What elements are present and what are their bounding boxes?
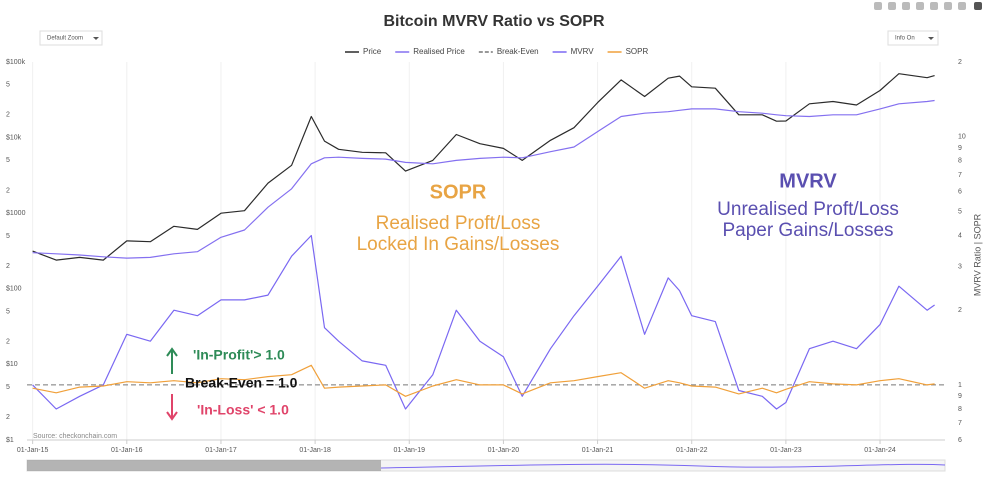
y2-tick-label: 6 xyxy=(958,189,962,196)
y2-tick-label: 9 xyxy=(958,145,962,152)
legend-item[interactable]: Realised Price xyxy=(395,47,465,56)
y-tick-label: 5 xyxy=(6,233,10,240)
y-tick-label: 5 xyxy=(6,157,10,164)
x-tick-label: 01-Jan-22 xyxy=(676,447,708,454)
toolbar-icon[interactable] xyxy=(888,2,896,10)
y2-tick-label: 10 xyxy=(958,134,966,141)
toolbar-icon[interactable] xyxy=(944,2,952,10)
y2-tick-label: 1 xyxy=(958,382,962,389)
x-tick-label: 01-Jan-20 xyxy=(488,447,520,454)
y2-tick-label: 8 xyxy=(958,158,962,165)
info-label: Info On xyxy=(895,36,915,42)
mvrv-text: Unrealised Proft/Loss xyxy=(717,199,899,220)
x-tick-label: 01-Jan-23 xyxy=(770,447,802,454)
navigator-line xyxy=(380,463,946,469)
x-tick-label: 01-Jan-24 xyxy=(864,447,896,454)
legend-label: SOPR xyxy=(626,47,649,56)
x-tick-label: 01-Jan-18 xyxy=(299,447,331,454)
mvrv-title: MVRV xyxy=(779,170,837,192)
y-tick-label: 5 xyxy=(6,82,10,89)
toolbar-icon[interactable] xyxy=(874,2,882,10)
y2-tick-label: 2 xyxy=(958,307,962,314)
series-line xyxy=(32,234,935,410)
legend-label: Realised Price xyxy=(413,47,465,56)
y-tick-label: 2 xyxy=(6,112,10,119)
x-tick-label: 01-Jan-17 xyxy=(205,447,237,454)
y-tick-label: $100k xyxy=(6,59,26,66)
series-line xyxy=(32,73,935,261)
y-tick-label: $1 xyxy=(6,437,14,444)
y-tick-label: $10 xyxy=(6,361,18,368)
info-dropdown[interactable] xyxy=(887,30,939,46)
toolbar-icon[interactable] xyxy=(974,2,982,10)
sopr-text: Realised Proft/Loss xyxy=(376,213,541,234)
break-even-label: Break-Even = 1.0 xyxy=(185,375,298,391)
y2-tick-label: 6 xyxy=(958,437,962,444)
zoom-label: Default Zoom xyxy=(47,36,83,42)
series-line xyxy=(32,99,935,259)
x-tick-label: 01-Jan-15 xyxy=(17,447,49,454)
plot-area: 01-Jan-15 01-Jan-16 01-Jan-17 01-Jan-18 01-J… xyxy=(6,59,966,454)
x-tick-label: 01-Jan-16 xyxy=(111,447,143,454)
y2-tick-label: 8 xyxy=(958,406,962,413)
toolbar xyxy=(874,2,982,10)
sopr-title: SOPR xyxy=(430,181,487,203)
y2-tick-label: 4 xyxy=(958,232,962,239)
down-arrow xyxy=(166,394,178,421)
toolbar-icon[interactable] xyxy=(902,2,910,10)
in-profit-label: 'In-Profit'> 1.0 xyxy=(193,347,285,363)
y2-axis-label: MVRV Ratio | SOPR xyxy=(972,213,982,296)
x-tick-label: 01-Jan-21 xyxy=(582,447,614,454)
legend-item[interactable]: Break-Even xyxy=(478,47,539,56)
y-tick-label: 2 xyxy=(6,414,10,421)
toolbar-icon[interactable] xyxy=(958,2,966,10)
toolbar-icon[interactable] xyxy=(916,2,924,10)
legend-label: Price xyxy=(363,47,382,56)
y-tick-label: 2 xyxy=(6,263,10,270)
y-tick-label: 5 xyxy=(6,384,10,391)
navigator-mask[interactable] xyxy=(27,460,381,471)
legend-label: Break-Even xyxy=(497,47,539,56)
sopr-text: Locked In Gains/Losses xyxy=(357,234,560,255)
series-line xyxy=(32,364,935,397)
dropdown-arrow xyxy=(93,37,99,40)
y2-tick-label: 3 xyxy=(958,263,962,270)
y2-tick-label: 7 xyxy=(958,172,962,179)
y-tick-label: $100 xyxy=(6,286,22,293)
legend-item[interactable]: Price xyxy=(345,47,382,56)
chart-title: Bitcoin MVRV Ratio vs SOPR xyxy=(383,13,605,30)
in-loss-label: 'In-Loss' < 1.0 xyxy=(197,402,289,418)
zoom-dropdown[interactable] xyxy=(39,30,103,46)
toolbar-icon[interactable] xyxy=(930,2,938,10)
mvrv-text: Paper Gains/Losses xyxy=(722,220,893,241)
y-tick-label: $10k xyxy=(6,134,22,141)
source-note: Source: checkonchain.com xyxy=(33,433,117,440)
dropdown-arrow xyxy=(928,37,934,40)
y-tick-label: 2 xyxy=(6,338,10,345)
legend-item[interactable]: SOPR xyxy=(607,47,649,56)
y-tick-label: $1000 xyxy=(6,210,26,217)
up-arrow xyxy=(166,347,178,374)
x-tick-label: 01-Jan-19 xyxy=(393,447,425,454)
legend-item[interactable]: MVRV xyxy=(552,47,595,56)
y-tick-label: 5 xyxy=(6,308,10,315)
y2-tick-label: 7 xyxy=(958,420,962,427)
y2-tick-label: 5 xyxy=(958,208,962,215)
y2-tick-label: 9 xyxy=(958,393,962,400)
y2-tick-label: 2 xyxy=(958,59,962,66)
legend-label: MVRV xyxy=(571,47,595,56)
y-tick-label: 2 xyxy=(6,187,10,194)
